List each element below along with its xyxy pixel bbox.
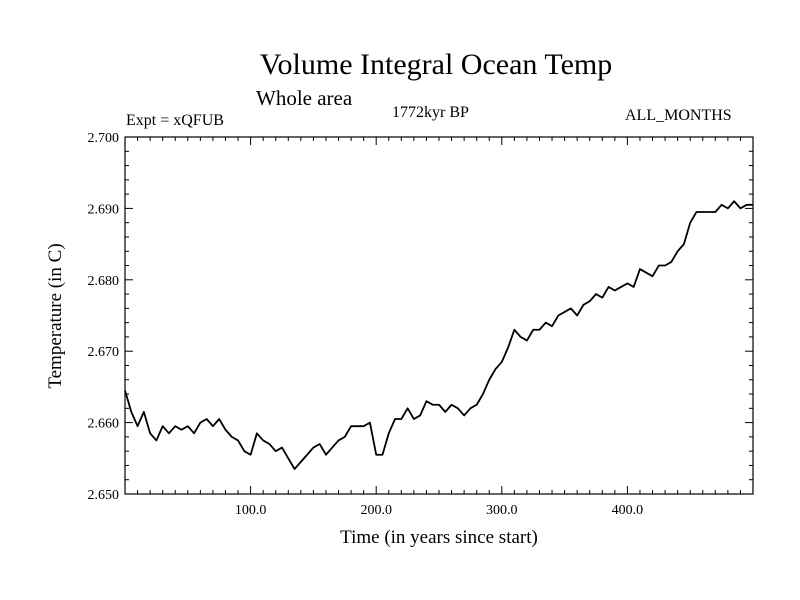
- x-axis-label: Time (in years since start): [340, 527, 538, 548]
- series-line: [124, 200, 753, 470]
- months-label: ALL_MONTHS: [625, 107, 732, 124]
- x-tick-label: 200.0: [360, 503, 392, 518]
- y-tick-label: 2.680: [88, 274, 120, 289]
- chart-subtitle: Whole area: [256, 86, 353, 110]
- x-tick-label: 100.0: [235, 503, 267, 518]
- y-tick-label: 2.660: [88, 417, 120, 432]
- x-tick-label: 400.0: [612, 503, 644, 518]
- y-tick-label: 2.690: [88, 202, 120, 217]
- x-tick-label: 300.0: [486, 503, 518, 518]
- chart-title: Volume Integral Ocean Temp: [259, 48, 613, 81]
- ticks-layer: 2.650 2.660 2.670 2.680 2.690 2.700 100.0 200.0…: [88, 131, 753, 518]
- experiment-label: Expt = xQFUB: [126, 112, 224, 129]
- period-label: 1772kyr BP: [392, 104, 469, 121]
- y-tick-label: 2.700: [88, 131, 120, 146]
- plot-frame: [124, 136, 754, 495]
- y-tick-label: 2.650: [88, 488, 120, 503]
- y-tick-label: 2.670: [88, 345, 120, 360]
- series-layer: [124, 200, 753, 470]
